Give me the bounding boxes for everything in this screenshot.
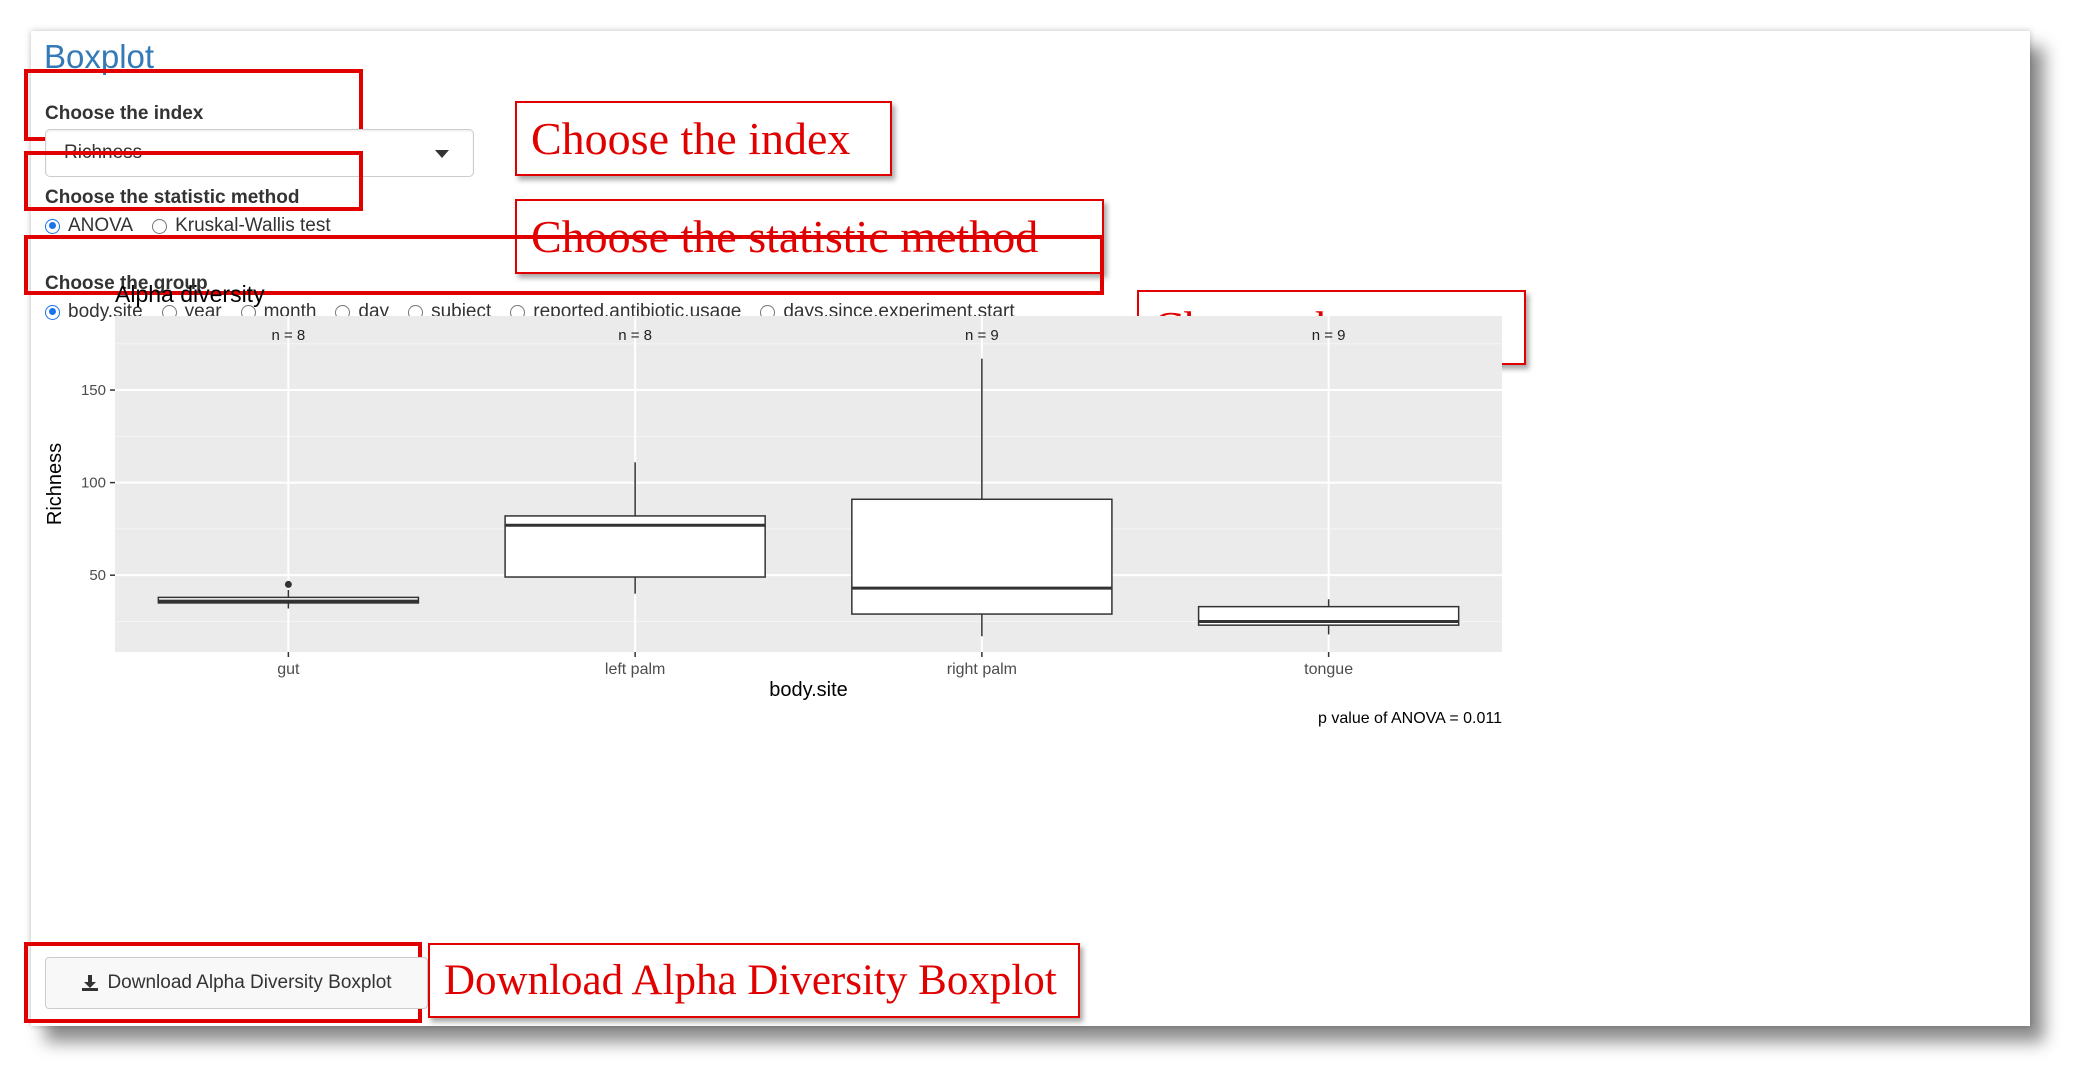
y-tick-label: 150 <box>81 382 106 399</box>
group-highlight-box <box>24 235 1104 295</box>
download-button-label: Download Alpha Diversity Boxplot <box>107 972 392 993</box>
outlier-point <box>284 580 292 588</box>
p-value-annotation: p value of ANOVA = 0.011 <box>1318 710 1502 727</box>
x-tick-label: right palm <box>947 661 1017 678</box>
radio-kruskal-wallis-label: Kruskal-Wallis test <box>175 215 331 236</box>
radio-anova[interactable]: ANOVA <box>45 215 133 237</box>
chart-title: Alpha diversity <box>115 281 265 307</box>
method-label: Choose the statistic method <box>45 187 300 208</box>
y-tick-label: 50 <box>89 567 106 584</box>
box-right-palm <box>851 498 1113 615</box>
count-label: n = 8 <box>618 327 652 344</box>
y-axis-label: Richness <box>44 443 66 525</box>
download-icon <box>82 975 99 991</box>
callout-choose-index: Choose the index <box>515 101 892 176</box>
count-label: n = 9 <box>965 327 999 344</box>
panel-title: Boxplot <box>44 38 155 75</box>
boxplot-panel: Boxplot Choose the index Richness Choose… <box>24 31 2030 1026</box>
radio-anova-label: ANOVA <box>68 215 134 236</box>
radio-checked-icon <box>45 304 60 320</box>
alpha-diversity-boxplot: Alpha diversity 50 100 150 n = 8 n = 8 n = 9 n … <box>44 281 1502 727</box>
x-axis-label: body.site <box>769 679 848 701</box>
radio-kruskal-wallis[interactable]: Kruskal-Wallis test <box>152 215 331 237</box>
group-label: Choose the group <box>45 273 208 294</box>
radio-checked-icon <box>45 218 60 234</box>
radio-unchecked-icon <box>152 218 168 234</box>
y-tick-label: 100 <box>81 475 106 492</box>
index-label: Choose the index <box>45 103 204 124</box>
x-tick-label: gut <box>277 661 300 678</box>
x-tick-label: tongue <box>1304 661 1353 678</box>
method-highlight-box <box>24 151 363 211</box>
callout-download: Download Alpha Diversity Boxplot <box>428 943 1080 1018</box>
method-radio-group: ANOVA Kruskal-Wallis test <box>45 215 350 237</box>
plot-panel-background <box>115 316 1502 652</box>
download-alpha-diversity-boxplot-button[interactable]: Download Alpha Diversity Boxplot <box>45 957 428 1009</box>
chevron-down-icon <box>435 150 449 158</box>
count-label: n = 9 <box>1312 327 1346 344</box>
x-tick-label: left palm <box>605 661 665 678</box>
count-label: n = 8 <box>271 327 305 344</box>
